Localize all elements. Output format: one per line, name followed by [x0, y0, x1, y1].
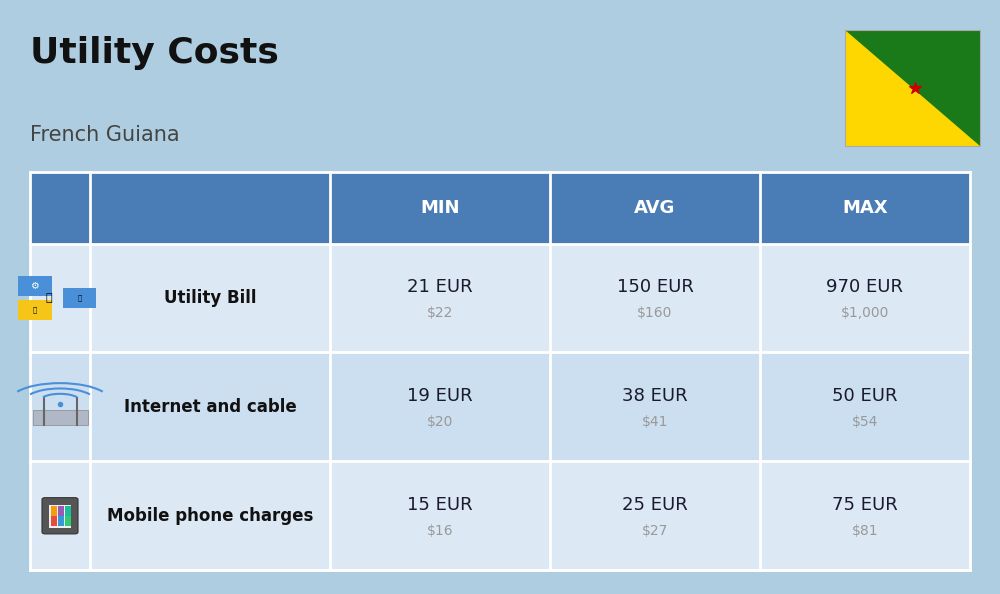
Text: 👤: 👤 [45, 293, 52, 303]
FancyBboxPatch shape [58, 507, 64, 516]
Text: 15 EUR: 15 EUR [407, 496, 473, 514]
FancyBboxPatch shape [49, 505, 71, 528]
Text: $160: $160 [637, 307, 673, 320]
Text: $81: $81 [852, 524, 878, 538]
Text: 150 EUR: 150 EUR [617, 278, 693, 296]
Polygon shape [845, 30, 980, 146]
Text: $22: $22 [427, 307, 453, 320]
Text: MIN: MIN [420, 199, 460, 217]
FancyBboxPatch shape [65, 516, 71, 526]
FancyBboxPatch shape [42, 498, 78, 534]
Text: $16: $16 [427, 524, 453, 538]
FancyBboxPatch shape [58, 516, 64, 526]
Text: MAX: MAX [842, 199, 888, 217]
Text: ⚙: ⚙ [30, 282, 39, 291]
Text: Internet and cable: Internet and cable [124, 398, 296, 416]
Text: 75 EUR: 75 EUR [832, 496, 898, 514]
FancyBboxPatch shape [845, 30, 980, 146]
FancyBboxPatch shape [65, 507, 71, 516]
Text: 50 EUR: 50 EUR [832, 387, 898, 405]
FancyBboxPatch shape [63, 288, 96, 308]
Text: Utility Bill: Utility Bill [164, 289, 256, 307]
Text: 19 EUR: 19 EUR [407, 387, 473, 405]
FancyBboxPatch shape [51, 507, 57, 516]
Text: $54: $54 [852, 415, 878, 429]
Text: 💧: 💧 [77, 295, 82, 301]
FancyBboxPatch shape [30, 462, 970, 570]
Text: 🔌: 🔌 [33, 307, 37, 313]
Text: French Guiana: French Guiana [30, 125, 180, 145]
Text: 25 EUR: 25 EUR [622, 496, 688, 514]
Text: 21 EUR: 21 EUR [407, 278, 473, 296]
Text: $1,000: $1,000 [841, 307, 889, 320]
Text: $20: $20 [427, 415, 453, 429]
FancyBboxPatch shape [18, 276, 52, 296]
Text: Utility Costs: Utility Costs [30, 36, 279, 69]
FancyBboxPatch shape [30, 352, 970, 462]
FancyBboxPatch shape [30, 172, 970, 244]
Text: 38 EUR: 38 EUR [622, 387, 688, 405]
Text: $27: $27 [642, 524, 668, 538]
FancyBboxPatch shape [51, 516, 57, 526]
Text: Mobile phone charges: Mobile phone charges [107, 507, 313, 525]
Text: AVG: AVG [634, 199, 676, 217]
FancyBboxPatch shape [18, 299, 52, 320]
FancyBboxPatch shape [32, 410, 88, 425]
Text: $41: $41 [642, 415, 668, 429]
FancyBboxPatch shape [30, 244, 970, 352]
Text: 970 EUR: 970 EUR [826, 278, 904, 296]
